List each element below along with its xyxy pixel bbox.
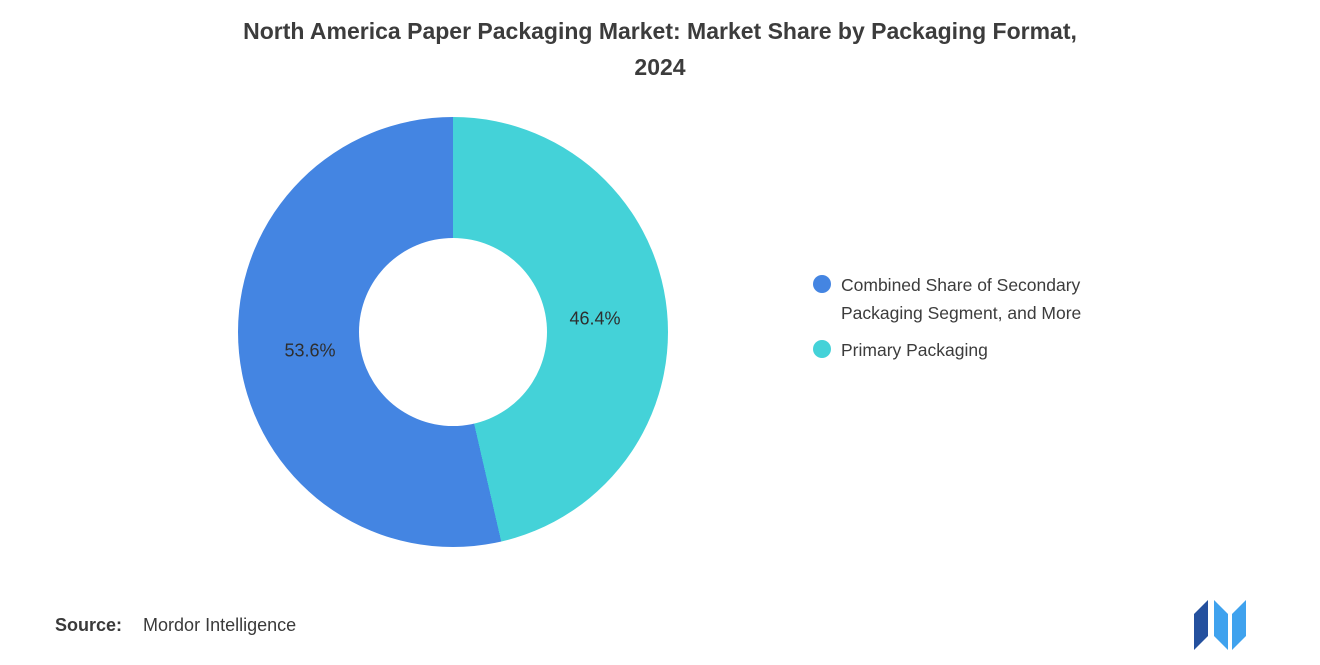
source-line: Source: Mordor Intelligence — [55, 615, 296, 636]
legend: Combined Share of Secondary Packaging Se… — [813, 271, 1081, 364]
legend-swatch-secondary-icon — [813, 275, 831, 293]
legend-label-secondary: Combined Share of Secondary Packaging Se… — [841, 275, 1082, 323]
slice-label-secondary-packaging: 53.6% — [284, 340, 336, 361]
legend-label-primary: Primary Packaging — [841, 340, 988, 360]
legend-item-primary-packaging[interactable]: Primary Packaging — [813, 336, 1081, 364]
logo-light-stroke-1 — [1214, 600, 1228, 650]
logo-dark-stroke — [1194, 600, 1208, 650]
chart-title: North America Paper Packaging Market: Ma… — [0, 14, 1320, 85]
donut-hole — [359, 238, 547, 426]
legend-swatch-primary-icon — [813, 340, 831, 358]
source-value: Mordor Intelligence — [143, 615, 297, 635]
chart-title-line1: North America Paper Packaging Market: Ma… — [243, 18, 1077, 44]
source-label: Source: — [55, 615, 123, 635]
legend-item-secondary-packaging[interactable]: Combined Share of Secondary Packaging Se… — [813, 271, 1081, 327]
donut-chart-wrap: 53.6% 46.4% — [238, 117, 668, 547]
chart-title-line2: 2024 — [634, 53, 686, 80]
logo-light-stroke-2 — [1232, 600, 1246, 650]
mordor-intelligence-logo — [1194, 600, 1246, 650]
slice-label-primary-packaging: 46.4% — [569, 308, 621, 329]
